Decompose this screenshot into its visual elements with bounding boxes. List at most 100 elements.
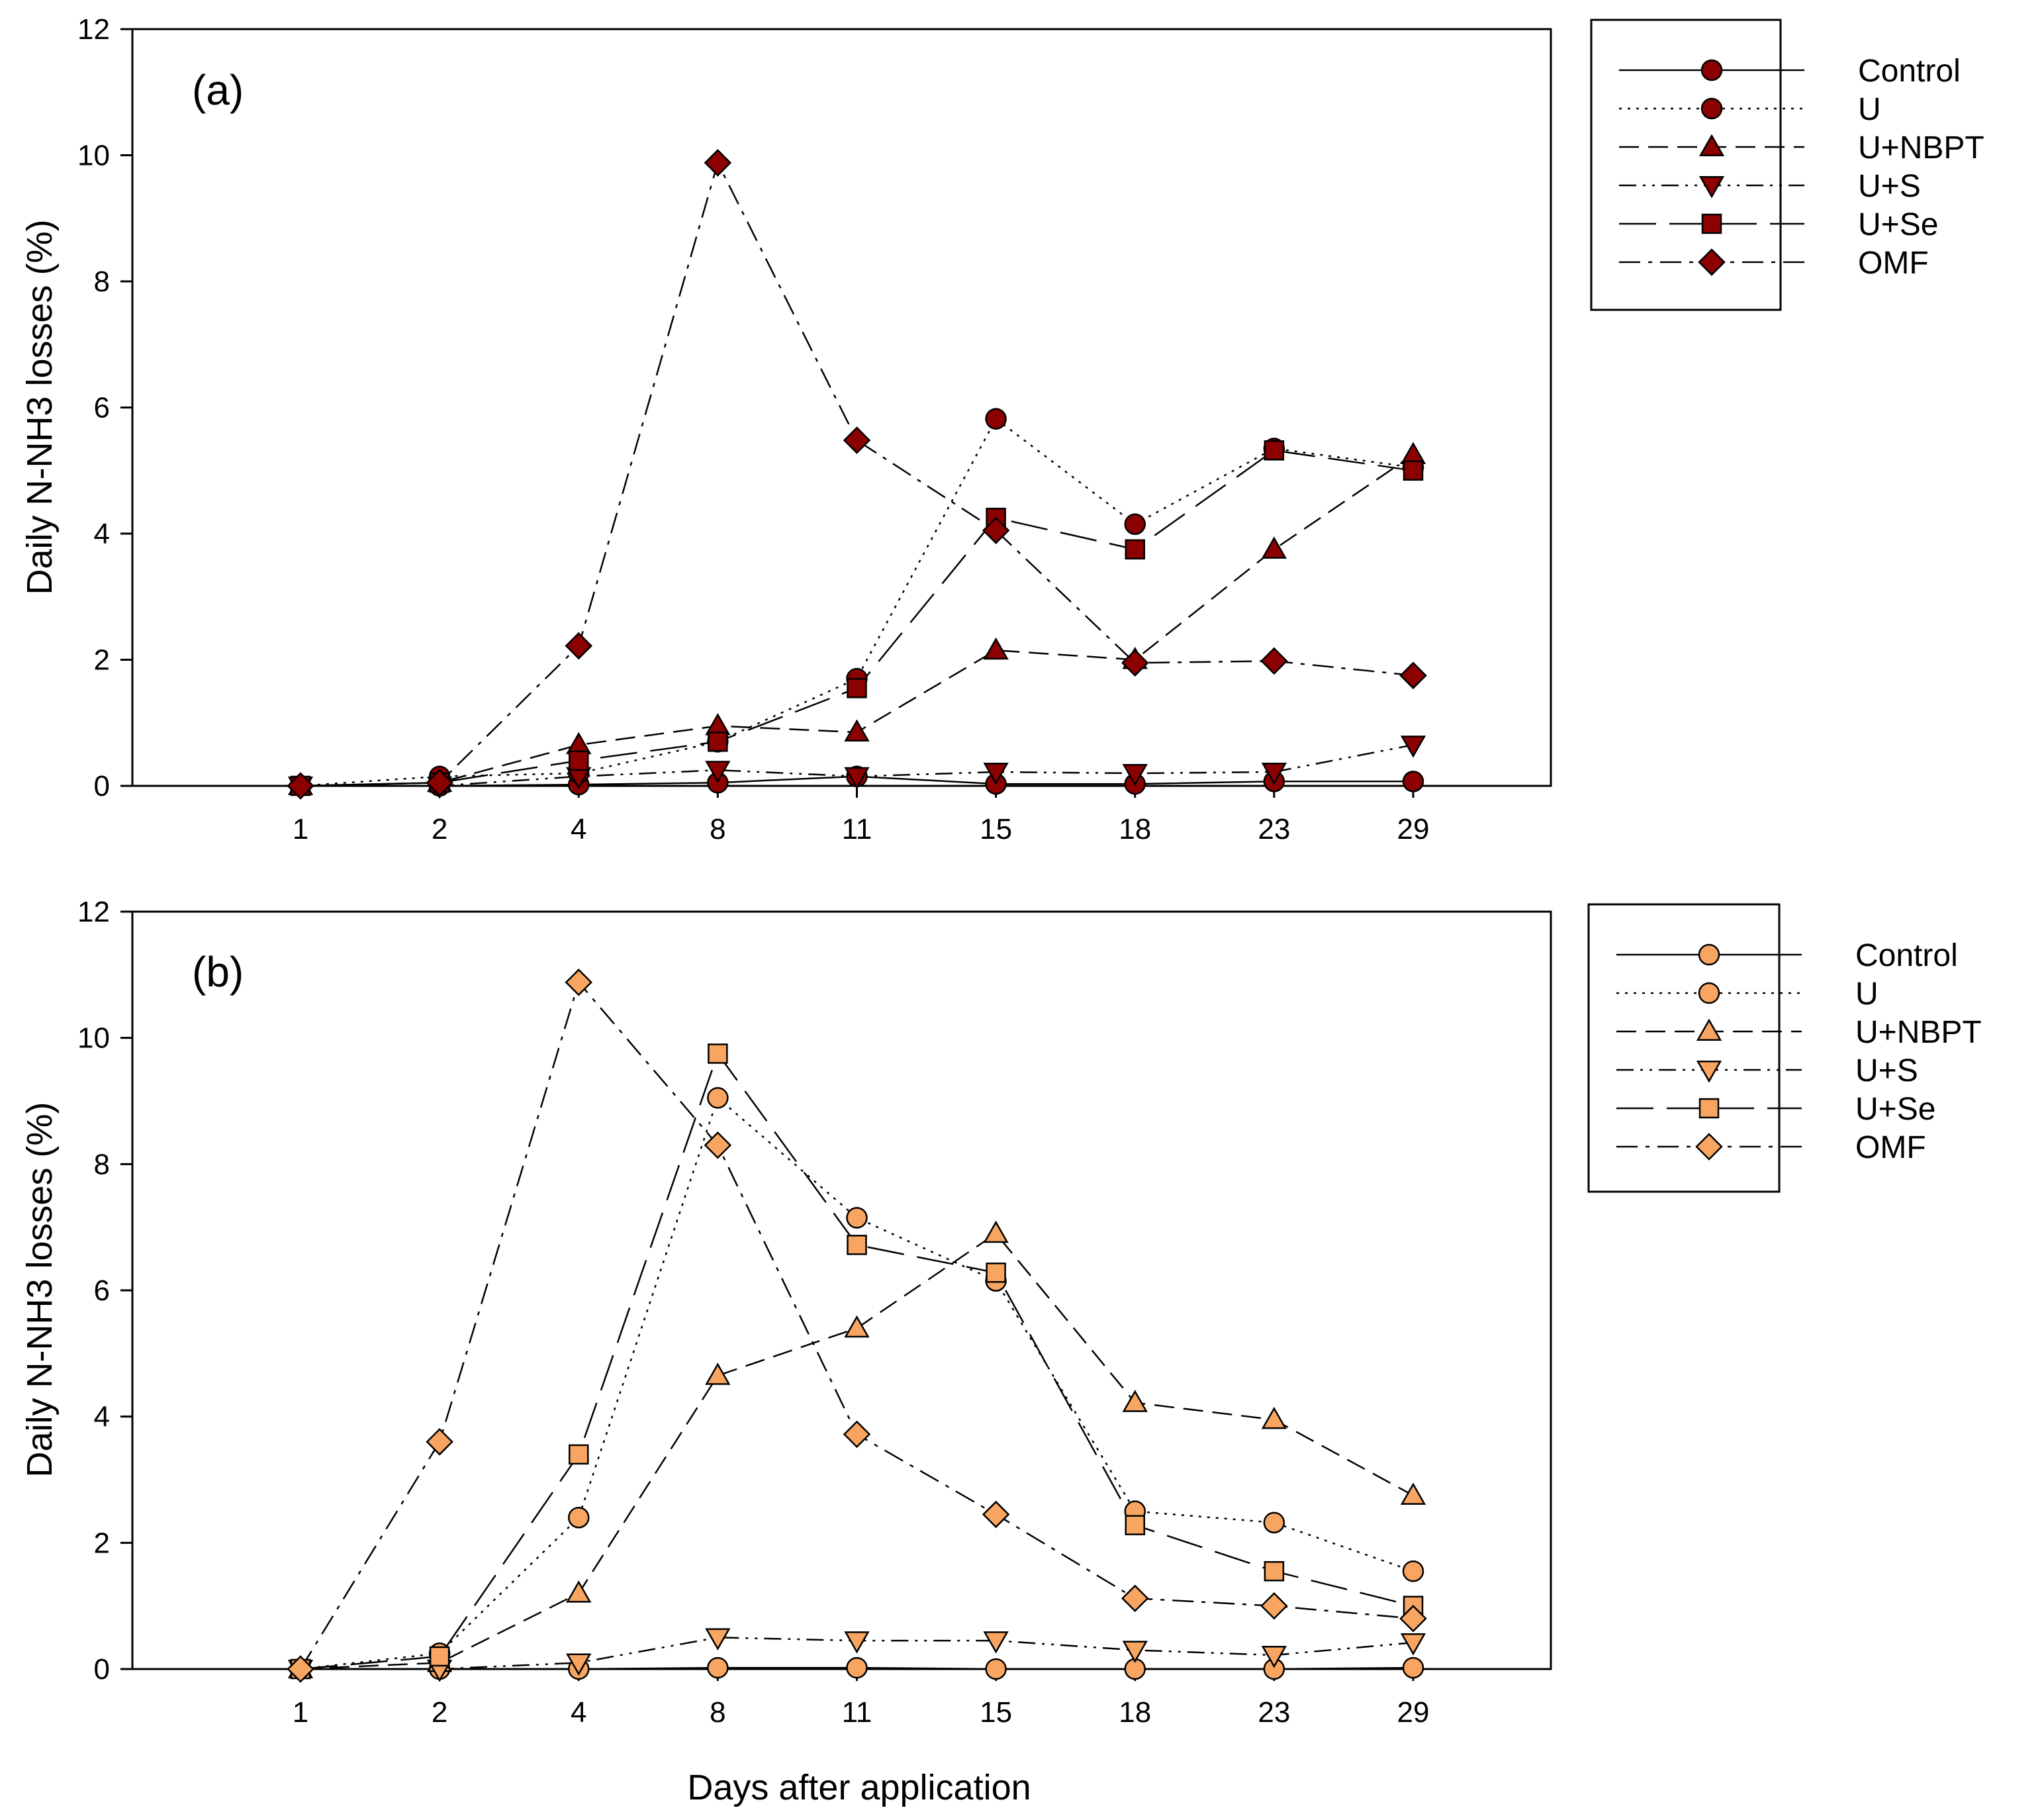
y-tick-label: 10 bbox=[77, 140, 110, 172]
point-u-s bbox=[1400, 1633, 1426, 1656]
legend-marker-u-se bbox=[1701, 213, 1722, 234]
point-u-se bbox=[986, 1263, 1006, 1283]
x-tick-label: 18 bbox=[1119, 813, 1151, 845]
x-tick-label: 4 bbox=[571, 1696, 586, 1729]
x-tick-label: 23 bbox=[1258, 1696, 1290, 1729]
y-tick-label: 6 bbox=[94, 1274, 110, 1307]
point-u-se bbox=[569, 750, 589, 771]
point-u-nbpt bbox=[1122, 1390, 1148, 1412]
y-tick-label: 8 bbox=[94, 1148, 110, 1180]
point-omf bbox=[843, 1420, 871, 1449]
point-u bbox=[1263, 1511, 1285, 1534]
point-omf bbox=[1121, 1584, 1149, 1612]
point-u-s bbox=[844, 767, 870, 790]
point-u-s bbox=[705, 761, 731, 783]
point-omf bbox=[565, 969, 593, 996]
point-u-s bbox=[1400, 736, 1426, 758]
y-tick-label: 10 bbox=[77, 1022, 110, 1055]
legend-label-omf: OMF bbox=[1855, 1130, 1926, 1165]
point-omf bbox=[565, 632, 593, 660]
point-u-s bbox=[844, 1631, 870, 1654]
x-tick-label: 8 bbox=[710, 813, 725, 845]
legend-marker-control bbox=[1700, 59, 1723, 81]
y-tick-label: 8 bbox=[94, 265, 110, 298]
point-u-se bbox=[429, 1646, 450, 1667]
x-tick-label: 15 bbox=[980, 813, 1012, 845]
legend-marker-u-s bbox=[1696, 1061, 1722, 1083]
point-u-se bbox=[1264, 1560, 1285, 1582]
y-axis-title: Daily N-NH3 losses (%) bbox=[20, 1102, 60, 1477]
point-u-se bbox=[1403, 460, 1424, 481]
point-u-nbpt bbox=[1400, 1482, 1426, 1505]
legend-marker-control bbox=[1698, 943, 1720, 966]
x-tick-label: 2 bbox=[432, 813, 447, 845]
point-omf bbox=[426, 1428, 453, 1456]
point-omf bbox=[1399, 1604, 1427, 1633]
y-tick-label: 4 bbox=[94, 1401, 110, 1433]
legend-label-u-s: U+S bbox=[1858, 169, 1921, 204]
legend-marker-u bbox=[1698, 982, 1720, 1004]
point-omf bbox=[982, 516, 1010, 545]
point-u-nbpt bbox=[844, 719, 870, 742]
y-tick-label: 0 bbox=[94, 770, 110, 802]
x-tick-label: 2 bbox=[432, 1696, 447, 1729]
point-control bbox=[1402, 771, 1424, 792]
point-u-nbpt bbox=[1261, 536, 1287, 559]
legend-marker-u-nbpt bbox=[1696, 1018, 1722, 1041]
panel-title: (b) bbox=[192, 948, 244, 996]
legend-label-u: U bbox=[1855, 977, 1879, 1012]
point-u-s bbox=[1122, 1641, 1148, 1663]
point-omf bbox=[704, 149, 732, 177]
point-u-se bbox=[847, 678, 867, 698]
point-omf bbox=[843, 426, 871, 454]
point-u-se bbox=[1125, 1515, 1145, 1535]
point-omf bbox=[1260, 1592, 1288, 1620]
y-axis-title: Daily N-NH3 losses (%) bbox=[20, 219, 60, 595]
legend-label-u-se: U+Se bbox=[1855, 1092, 1935, 1127]
point-u-s bbox=[1122, 763, 1148, 787]
y-tick-label: 12 bbox=[77, 896, 110, 928]
point-u-se bbox=[847, 1235, 867, 1255]
x-tick-label: 1 bbox=[293, 813, 308, 845]
y-tick-label: 6 bbox=[94, 392, 110, 424]
legend-box bbox=[1590, 19, 1782, 311]
point-u bbox=[985, 408, 1007, 430]
x-tick-label: 18 bbox=[1119, 1696, 1151, 1729]
y-tick-label: 12 bbox=[77, 13, 110, 46]
legend-label-u-nbpt: U+NBPT bbox=[1855, 1015, 1982, 1050]
legend-label-control: Control bbox=[1855, 938, 1958, 973]
legend-marker-omf bbox=[1695, 1133, 1723, 1161]
point-omf bbox=[982, 1500, 1010, 1529]
point-u-s bbox=[983, 763, 1009, 785]
x-tick-label: 8 bbox=[710, 1696, 725, 1729]
point-control bbox=[846, 1656, 868, 1679]
series-line-u-se bbox=[300, 1051, 1414, 1670]
y-tick-label: 2 bbox=[94, 644, 110, 677]
point-u-s bbox=[705, 1628, 731, 1651]
y-tick-label: 2 bbox=[94, 1527, 110, 1559]
point-omf bbox=[1260, 647, 1288, 675]
legend-marker-omf bbox=[1698, 248, 1726, 276]
point-omf bbox=[1399, 661, 1427, 690]
point-u-nbpt bbox=[566, 1580, 592, 1603]
point-u bbox=[1402, 1560, 1424, 1582]
point-u-nbpt bbox=[705, 1363, 731, 1385]
x-tick-label: 23 bbox=[1258, 813, 1290, 845]
series-markers bbox=[287, 969, 1427, 1683]
x-tick-label: 4 bbox=[571, 813, 586, 845]
legend-marker-u-se bbox=[1698, 1098, 1720, 1119]
point-u bbox=[568, 1506, 590, 1529]
series-markers bbox=[287, 149, 1427, 800]
legend-box bbox=[1587, 903, 1781, 1193]
legend-label-u-s: U+S bbox=[1855, 1053, 1918, 1088]
point-u bbox=[707, 1086, 729, 1109]
point-u-se bbox=[708, 732, 728, 752]
x-tick-label: 11 bbox=[842, 1696, 872, 1729]
x-tick-label: 1 bbox=[293, 1696, 308, 1729]
plot-frame bbox=[131, 28, 1552, 787]
point-u-nbpt bbox=[844, 1315, 870, 1338]
point-u-se bbox=[569, 1444, 589, 1465]
point-u-s bbox=[1261, 763, 1287, 785]
